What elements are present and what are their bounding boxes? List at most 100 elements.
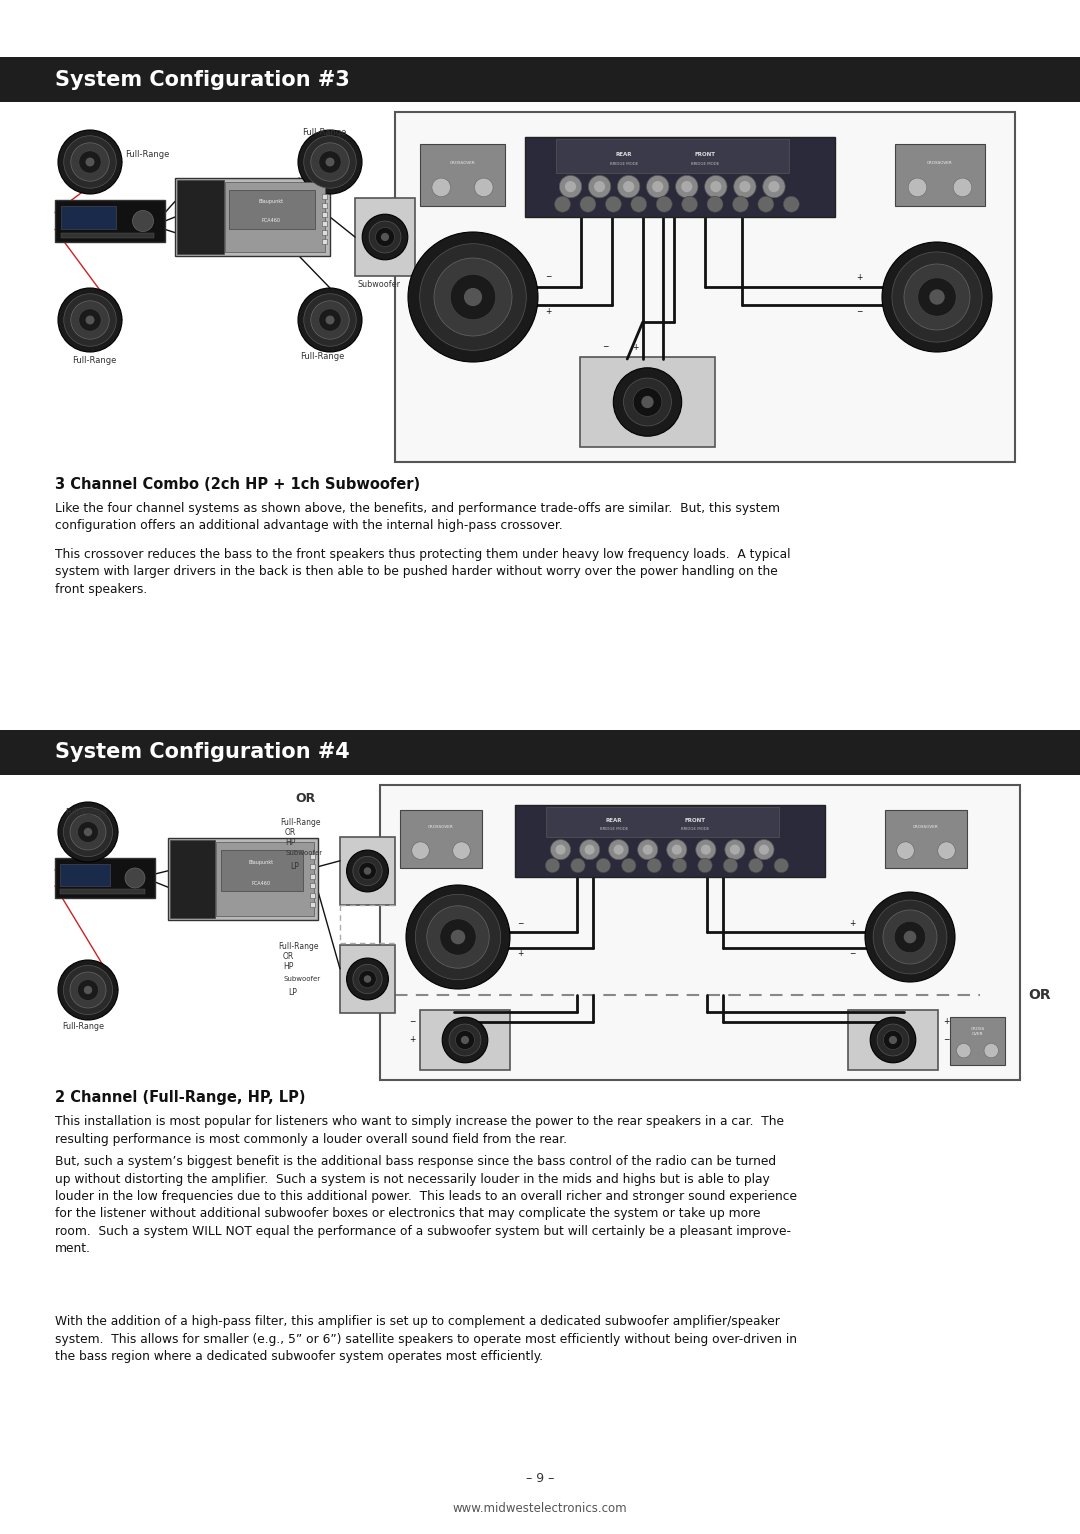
Circle shape — [440, 919, 476, 956]
Bar — [556, 140, 788, 173]
Bar — [60, 890, 145, 894]
Circle shape — [406, 885, 510, 989]
Circle shape — [64, 137, 117, 189]
Circle shape — [362, 215, 408, 259]
Text: −: − — [602, 342, 608, 351]
Bar — [322, 212, 327, 216]
Text: −: − — [544, 273, 551, 282]
Circle shape — [633, 388, 662, 416]
Text: −: − — [409, 1017, 415, 1026]
Circle shape — [84, 986, 92, 994]
Text: BRIDGE MODE: BRIDGE MODE — [691, 163, 719, 166]
Circle shape — [740, 181, 751, 192]
Circle shape — [631, 196, 647, 212]
Circle shape — [434, 258, 512, 336]
Circle shape — [883, 910, 937, 963]
Bar — [55, 858, 156, 897]
Circle shape — [450, 275, 496, 319]
Circle shape — [347, 850, 389, 891]
Circle shape — [589, 175, 611, 198]
Circle shape — [889, 1035, 897, 1045]
Circle shape — [432, 178, 450, 196]
Bar — [420, 144, 505, 206]
Text: Full-Range: Full-Range — [125, 150, 170, 160]
Circle shape — [613, 368, 681, 436]
Text: This installation is most popular for listeners who want to simply increase the : This installation is most popular for li… — [55, 1115, 784, 1146]
Text: BRIDGE MODE: BRIDGE MODE — [600, 827, 629, 831]
Circle shape — [957, 1043, 971, 1058]
Circle shape — [918, 278, 956, 316]
Circle shape — [71, 301, 109, 339]
Circle shape — [449, 1025, 481, 1055]
Circle shape — [303, 137, 356, 189]
Circle shape — [759, 845, 769, 854]
Circle shape — [873, 900, 947, 974]
Text: −: − — [943, 1035, 949, 1045]
Circle shape — [673, 859, 687, 873]
Circle shape — [71, 143, 109, 181]
Circle shape — [325, 316, 335, 325]
Circle shape — [711, 181, 721, 192]
Circle shape — [64, 807, 112, 856]
Text: OR: OR — [1028, 988, 1051, 1002]
Circle shape — [559, 175, 582, 198]
Circle shape — [596, 859, 610, 873]
Circle shape — [758, 196, 774, 212]
Circle shape — [78, 822, 98, 842]
Bar — [0, 57, 1080, 101]
Circle shape — [883, 1031, 903, 1049]
Circle shape — [364, 867, 372, 874]
Circle shape — [707, 196, 723, 212]
Circle shape — [584, 845, 595, 854]
Circle shape — [353, 965, 382, 994]
Circle shape — [672, 845, 681, 854]
Text: Full-Range: Full-Range — [280, 818, 321, 827]
Circle shape — [353, 856, 382, 885]
Bar — [220, 850, 303, 891]
Circle shape — [984, 1043, 998, 1058]
Bar — [525, 137, 835, 216]
Circle shape — [643, 845, 652, 854]
Circle shape — [298, 130, 362, 193]
Bar — [310, 902, 315, 907]
Circle shape — [298, 288, 362, 351]
Text: CROSSOVER: CROSSOVER — [913, 825, 939, 830]
Circle shape — [311, 143, 349, 181]
Circle shape — [376, 227, 394, 247]
Circle shape — [681, 181, 692, 192]
Text: CROSSOVER: CROSSOVER — [449, 161, 475, 164]
Bar — [322, 193, 327, 198]
Circle shape — [681, 196, 698, 212]
Text: Full-Range: Full-Range — [300, 351, 345, 360]
Bar — [322, 221, 327, 225]
Circle shape — [474, 178, 494, 196]
Text: Full-Range: Full-Range — [278, 942, 319, 951]
Bar — [177, 179, 224, 255]
Circle shape — [642, 396, 653, 408]
Text: PCA460: PCA460 — [261, 218, 281, 224]
Circle shape — [904, 931, 916, 943]
Text: +: + — [849, 919, 855, 928]
Circle shape — [319, 150, 341, 173]
Text: Subwoofer: Subwoofer — [285, 850, 322, 856]
Bar — [546, 807, 779, 838]
Circle shape — [908, 178, 927, 196]
Text: HP: HP — [283, 962, 294, 971]
Circle shape — [85, 158, 94, 167]
Circle shape — [724, 859, 738, 873]
Bar — [60, 206, 116, 230]
Circle shape — [450, 930, 465, 945]
Text: LP: LP — [288, 988, 297, 997]
Text: +: + — [855, 273, 862, 282]
Bar — [515, 805, 825, 877]
Circle shape — [676, 175, 698, 198]
Bar — [170, 841, 215, 917]
Circle shape — [133, 210, 153, 232]
Text: REAR: REAR — [616, 152, 633, 156]
Bar — [950, 1017, 1005, 1065]
Circle shape — [554, 196, 570, 212]
Circle shape — [58, 802, 118, 862]
Bar — [310, 873, 315, 879]
Circle shape — [64, 293, 117, 347]
Circle shape — [408, 232, 538, 362]
